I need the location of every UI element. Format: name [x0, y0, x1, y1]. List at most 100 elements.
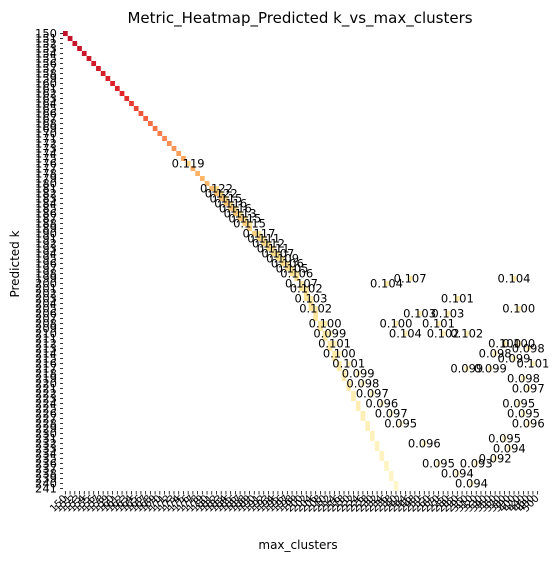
y-tick-label: 205: [35, 302, 57, 316]
y-tick-label: 167: [35, 112, 57, 126]
heatmap-cell: [133, 106, 139, 111]
y-tick-label: 172: [35, 137, 57, 151]
heatmap-cell: [355, 401, 361, 406]
heatmap-cell: [119, 91, 125, 96]
cell-annotation: 0.111: [247, 232, 280, 246]
heatmap-cell: [143, 116, 149, 121]
y-tick-label: 160: [35, 77, 57, 91]
heatmap-cell: [440, 331, 446, 336]
y-tick-label: 169: [35, 122, 57, 136]
heatmap-cell: [398, 421, 404, 426]
y-tick-label: 162: [35, 87, 57, 101]
y-tick-label: 174: [35, 147, 57, 161]
heatmap-cell: [67, 36, 73, 41]
heatmap-cell: [436, 321, 441, 326]
cell-annotation: 0.104: [498, 272, 531, 286]
cell-annotation: 0.107: [394, 272, 427, 286]
cell-annotation: 0.092: [479, 452, 512, 466]
cell-annotation: 0.115: [228, 212, 261, 226]
heatmap-cell: [332, 351, 337, 356]
cell-annotation: 0.097: [375, 407, 408, 421]
chart-title: Metric_Heatmap_Predicted k_vs_max_cluste…: [127, 9, 472, 28]
y-tick-label: 164: [35, 97, 57, 111]
cell-annotation: 0.100: [502, 302, 535, 316]
y-tick-label: 189: [35, 222, 57, 236]
heatmap-cell: [464, 331, 470, 336]
y-tick-label: 186: [35, 207, 57, 221]
heatmap-cells: [63, 31, 536, 491]
y-tick-label: 241: [35, 482, 57, 496]
cell-annotation: 0.101: [332, 357, 365, 371]
heatmap-cell: [379, 401, 385, 406]
cell-annotation: 0.095: [384, 417, 417, 431]
heatmap-cell: [313, 306, 319, 311]
heatmap-cell: [100, 71, 106, 76]
cell-annotation: 0.116: [214, 197, 247, 211]
heatmap-cell: [105, 76, 111, 81]
heatmap-cell: [228, 201, 234, 206]
y-tick-label: 235: [35, 452, 57, 466]
cell-annotation: 0.117: [243, 227, 276, 241]
heatmap-cell: [374, 446, 380, 451]
y-tick-label: 153: [35, 42, 57, 56]
y-tick-label: 173: [35, 142, 57, 156]
cell-annotation: 0.098: [346, 377, 379, 391]
heatmap-cell: [308, 306, 314, 311]
heatmap-cell: [360, 381, 366, 386]
heatmap-cell: [322, 321, 328, 326]
heatmap-cell: [369, 436, 375, 441]
heatmap-cell: [502, 341, 507, 346]
heatmap-cell: [261, 236, 267, 241]
y-tick-label: 182: [35, 187, 57, 201]
heatmap-cell: [303, 291, 309, 296]
cell-annotations: 0.1190.1220.1220.1150.1160.1160.1130.115…: [172, 157, 550, 491]
heatmap-cell: [218, 191, 224, 196]
cell-annotation: 0.116: [219, 202, 252, 216]
y-tick-label: 225: [35, 402, 57, 416]
y-tick-label: 211: [35, 332, 57, 346]
y-tick-label: 170: [35, 127, 57, 141]
cell-annotation: 0.119: [172, 157, 205, 171]
heatmap-cell: [445, 311, 451, 316]
heatmap-cell: [294, 271, 300, 276]
y-tick-label: 161: [35, 82, 57, 96]
cell-annotation: 0.104: [389, 327, 422, 341]
heatmap-cell: [148, 121, 153, 126]
heatmap-cell: [506, 446, 512, 451]
y-tick-label: 150: [35, 27, 57, 41]
heatmap-cell: [336, 361, 342, 366]
cell-annotation: 0.105: [276, 262, 309, 276]
heatmap-cell: [360, 416, 366, 421]
heatmap-cell: [204, 181, 210, 186]
heatmap-cell: [199, 176, 205, 181]
y-tick-label: 206: [35, 307, 57, 321]
y-tick-label: 187: [35, 212, 57, 226]
y-tick-label: 201: [35, 282, 57, 296]
heatmap-cell: [464, 366, 470, 371]
heatmap-cell: [336, 351, 342, 356]
heatmap-cell: [454, 296, 460, 301]
heatmap-cell: [195, 171, 200, 176]
cell-annotation: 0.102: [427, 327, 460, 341]
heatmap-cell: [393, 481, 399, 486]
y-tick-label: 224: [35, 397, 57, 411]
heatmap-cell: [157, 131, 163, 136]
heatmap-cell: [86, 56, 92, 61]
heatmap-cell: [346, 361, 352, 366]
heatmap-cell: [336, 366, 342, 371]
y-axis-label: Predicted k: [8, 230, 22, 297]
heatmap-cell: [369, 431, 375, 436]
y-tick-label: 163: [35, 92, 57, 106]
heatmap-cell: [379, 451, 385, 456]
heatmap-cell: [332, 341, 337, 346]
heatmap-cell: [318, 326, 323, 331]
y-tick-label: 226: [35, 407, 57, 421]
heatmap-cell: [388, 476, 394, 481]
cell-annotation: 0.100: [488, 337, 521, 351]
heatmap-cell: [417, 311, 422, 316]
cell-annotation: 0.109: [266, 252, 299, 266]
cell-annotation: 0.094: [455, 477, 488, 491]
y-axis-ticks: 1501511521531541551561571581591601611621…: [35, 27, 63, 496]
heatmap-cell: [322, 336, 328, 341]
